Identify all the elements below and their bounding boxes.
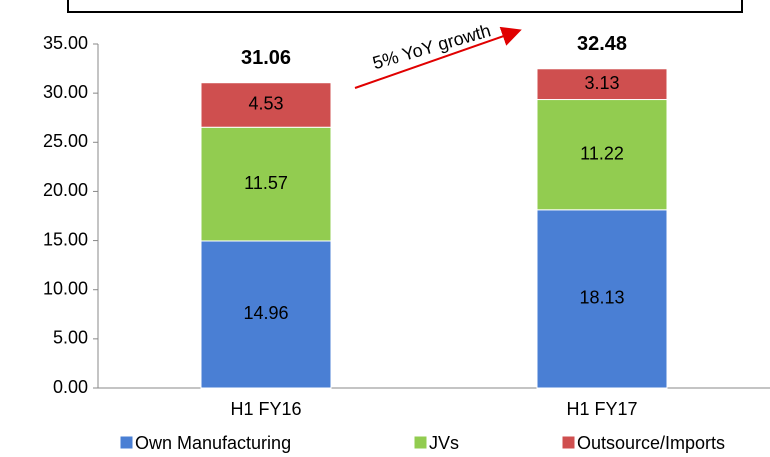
total-label: 31.06 xyxy=(241,47,291,69)
total-label: 32.48 xyxy=(577,33,627,55)
bar-segment xyxy=(536,209,668,389)
legend-label: JVs xyxy=(429,433,459,453)
value-label: 14.96 xyxy=(243,303,288,323)
y-tick-label: 15.00 xyxy=(43,229,88,249)
value-label: 11.22 xyxy=(580,143,624,163)
value-label: 4.53 xyxy=(248,94,283,114)
x-tick-label: H1 FY16 xyxy=(230,399,301,419)
y-tick-label: 30.00 xyxy=(43,82,88,102)
y-tick-label: 25.00 xyxy=(43,131,88,151)
legend-label: Outsource/Imports xyxy=(577,433,725,453)
bar-segment xyxy=(200,82,332,128)
legend-swatch xyxy=(561,435,576,450)
y-tick-label: 5.00 xyxy=(53,328,88,348)
y-tick-label: 20.00 xyxy=(43,180,88,200)
bar-segment xyxy=(200,240,332,389)
growth-arrow xyxy=(354,26,522,89)
bar-segment xyxy=(200,126,332,242)
y-tick-label: 0.00 xyxy=(53,377,88,397)
legend-swatch xyxy=(119,435,134,450)
bar-segment xyxy=(536,99,668,211)
legend-swatch xyxy=(413,435,428,450)
header-box xyxy=(67,0,743,13)
y-tick-label: 35.00 xyxy=(43,33,88,53)
value-label: 18.13 xyxy=(579,288,624,308)
y-tick-label: 10.00 xyxy=(43,278,88,298)
legend-label: Own Manufacturing xyxy=(135,433,291,453)
x-tick-label: H1 FY17 xyxy=(566,399,637,419)
bar-segment xyxy=(536,68,668,101)
value-label: 11.57 xyxy=(244,173,288,193)
value-label: 3.13 xyxy=(584,73,619,93)
